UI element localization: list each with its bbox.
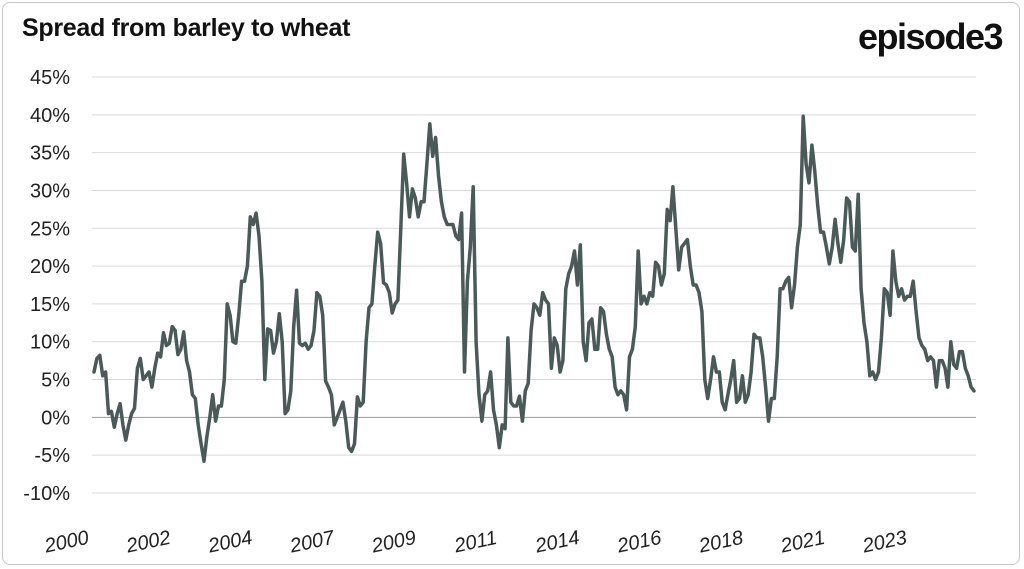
y-tick-label: 20%: [30, 256, 70, 278]
y-tick-label: 10%: [30, 332, 70, 354]
y-tick-label: 35%: [30, 143, 70, 165]
x-tick-label: 2014: [533, 527, 582, 558]
x-tick-label: 2011: [451, 527, 499, 558]
y-tick-label: 40%: [30, 105, 70, 127]
x-tick-label: 2018: [696, 527, 745, 558]
x-tick-label: 2023: [860, 527, 909, 558]
chart-title: Spread from barley to wheat: [22, 14, 351, 42]
x-tick-label: 2002: [124, 527, 173, 558]
y-tick-label: -10%: [23, 483, 70, 505]
y-tick-label: -5%: [34, 445, 70, 467]
x-tick-label: 2016: [614, 527, 664, 558]
x-axis-ticks: 2000 2002 2004 2007 2009 2011 2014 2016 2018 2021…: [42, 527, 909, 558]
y-axis-ticks: -10% -5% 0% 5% 10% 15% 20% 25% 30% 35% 40% 45%: [23, 67, 70, 505]
x-tick-label: 2007: [287, 527, 337, 558]
y-tick-label: 30%: [30, 180, 70, 202]
y-tick-label: 0%: [41, 407, 70, 429]
x-tick-label: 2021: [778, 527, 827, 558]
series-layer: [92, 114, 976, 463]
brand-logo: episode3: [857, 16, 1004, 57]
gridlines: [92, 76, 976, 494]
y-tick-label: 45%: [30, 67, 70, 89]
y-tick-label: 25%: [30, 218, 70, 240]
x-tick-label: 2004: [205, 527, 254, 558]
x-tick-label: 2009: [369, 527, 418, 558]
series-line: [92, 114, 976, 463]
y-tick-label: 5%: [41, 370, 70, 392]
x-tick-label: 2000: [42, 527, 91, 558]
y-tick-label: 15%: [30, 294, 70, 316]
